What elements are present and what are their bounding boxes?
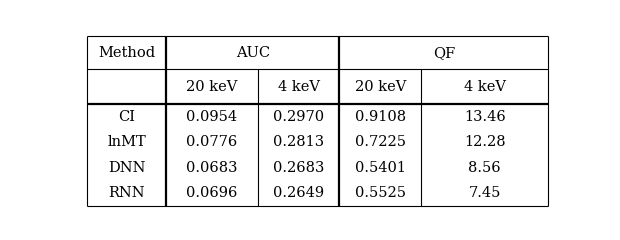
Text: CI: CI [118, 110, 135, 124]
Text: 0.0776: 0.0776 [187, 135, 237, 150]
Text: 4 keV: 4 keV [464, 80, 506, 94]
Text: 12.28: 12.28 [464, 135, 505, 150]
Text: lnMT: lnMT [107, 135, 146, 150]
Text: 4 keV: 4 keV [278, 80, 319, 94]
Text: 0.5401: 0.5401 [355, 161, 405, 175]
Text: 0.5525: 0.5525 [355, 186, 405, 200]
Text: 0.9108: 0.9108 [355, 110, 405, 124]
Text: 0.7225: 0.7225 [355, 135, 405, 150]
Text: 13.46: 13.46 [464, 110, 505, 124]
Text: 20 keV: 20 keV [187, 80, 237, 94]
Text: RNN: RNN [108, 186, 145, 200]
Text: 0.2813: 0.2813 [273, 135, 324, 150]
Text: QF: QF [433, 46, 455, 60]
Text: Method: Method [98, 46, 156, 60]
Text: 7.45: 7.45 [469, 186, 501, 200]
Text: DNN: DNN [108, 161, 146, 175]
Text: AUC: AUC [236, 46, 270, 60]
Text: 0.0954: 0.0954 [187, 110, 237, 124]
Text: 8.56: 8.56 [469, 161, 501, 175]
Text: 0.2970: 0.2970 [273, 110, 324, 124]
Text: 0.2683: 0.2683 [273, 161, 324, 175]
Text: 0.2649: 0.2649 [273, 186, 324, 200]
Text: 20 keV: 20 keV [355, 80, 406, 94]
Text: 0.0683: 0.0683 [186, 161, 238, 175]
Text: 0.0696: 0.0696 [187, 186, 237, 200]
